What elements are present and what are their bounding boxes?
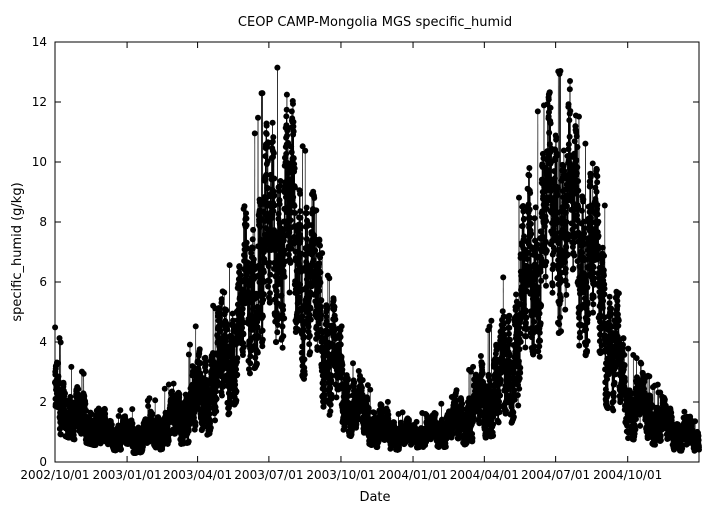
chart-title: CEOP CAMP-Mongolia MGS specific_humid	[238, 15, 512, 30]
x-axis-label: Date	[359, 490, 390, 504]
data-points	[52, 65, 702, 456]
y-axis-label: specific_humid (g/kg)	[10, 182, 25, 321]
